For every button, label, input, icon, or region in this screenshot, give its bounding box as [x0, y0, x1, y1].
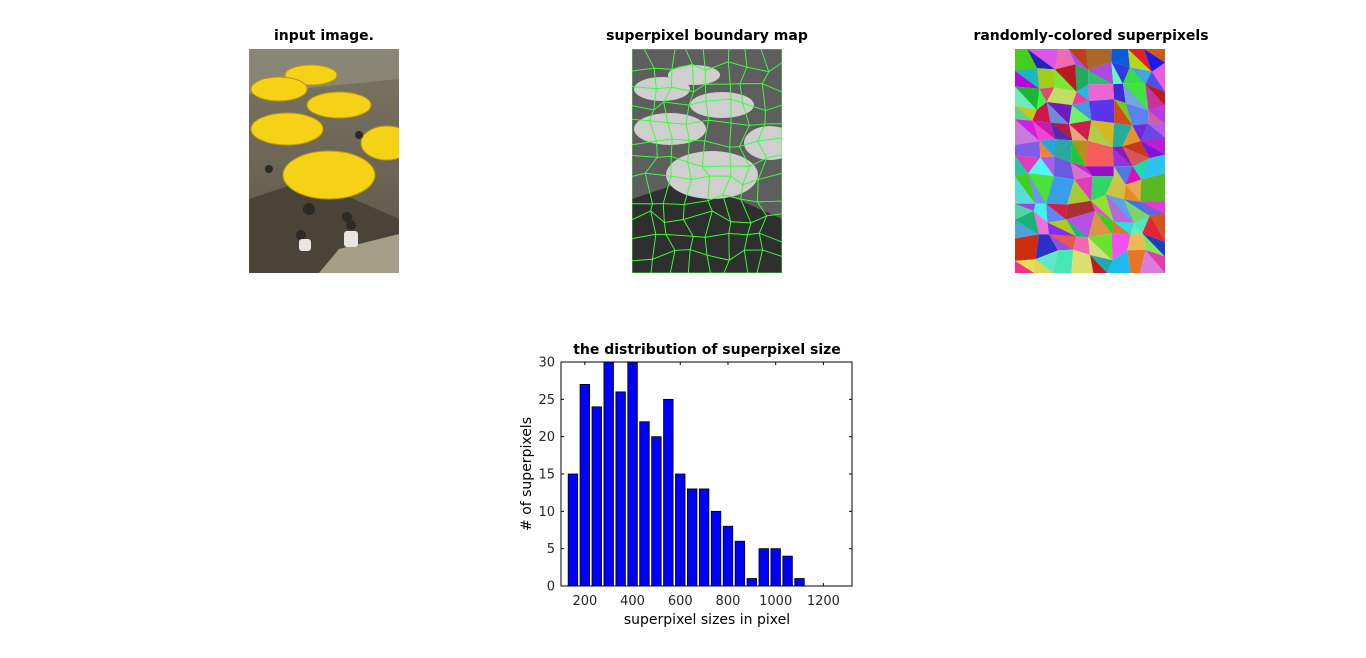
- histogram-bar: [604, 362, 614, 586]
- colored-superpixel: [1015, 234, 1039, 260]
- input-image-title: input image.: [274, 28, 374, 44]
- y-tick-label: 0: [547, 580, 555, 595]
- colored-superpixels-title: randomly-colored superpixels: [973, 28, 1208, 44]
- superpixel-boundary-icon: [632, 49, 782, 273]
- histogram-bar: [723, 526, 733, 586]
- histogram-bar: [628, 362, 638, 586]
- y-tick-label: 5: [547, 542, 555, 557]
- photo-umbrellas-icon: [249, 49, 399, 273]
- boundary-map-image: [632, 49, 782, 273]
- x-tick-label: 200: [572, 594, 597, 609]
- histogram-bar: [568, 474, 578, 586]
- histogram-bar: [652, 437, 662, 586]
- colored-superpixels-image: [1015, 49, 1165, 273]
- y-tick-label: 10: [538, 505, 555, 520]
- histogram-bar: [759, 549, 769, 586]
- superpixel-size-histogram: the distribution of superpixel size 200 4…: [500, 334, 880, 634]
- histogram-bar: [640, 422, 650, 586]
- histogram-bar: [616, 392, 626, 586]
- y-axis-label: # of superpixels: [519, 417, 535, 531]
- histogram-bar: [735, 541, 745, 586]
- colored-superpixel: [1089, 99, 1114, 123]
- histogram-bar: [687, 489, 697, 586]
- x-tick-label: 1200: [807, 594, 840, 609]
- x-tick-label: 400: [620, 594, 645, 609]
- histogram-bar: [592, 407, 602, 586]
- histogram-bar: [747, 579, 757, 586]
- histogram-bar: [664, 399, 674, 586]
- histogram-bar: [783, 556, 793, 586]
- y-tick-label: 20: [538, 430, 555, 445]
- y-tick-label: 30: [538, 356, 555, 371]
- input-image: [249, 49, 399, 273]
- x-axis-label: superpixel sizes in pixel: [624, 612, 790, 628]
- boundary-map-title: superpixel boundary map: [606, 28, 808, 44]
- chart-title: the distribution of superpixel size: [573, 342, 841, 358]
- colored-superpixel: [1037, 68, 1055, 89]
- histogram-bar: [580, 384, 590, 586]
- histogram-bar: [699, 489, 709, 586]
- histogram-bar: [771, 549, 781, 586]
- histogram-bar: [711, 511, 721, 586]
- colored-superpixel: [1088, 84, 1114, 101]
- random-color-segments-icon: [1015, 49, 1165, 273]
- histogram-bar: [795, 579, 805, 586]
- y-tick-label: 25: [538, 393, 555, 408]
- x-tick-label: 600: [668, 594, 693, 609]
- x-tick-label: 800: [716, 594, 741, 609]
- x-tick-label: 1000: [759, 594, 792, 609]
- y-tick-label: 15: [538, 468, 555, 483]
- histogram-bar: [675, 474, 685, 586]
